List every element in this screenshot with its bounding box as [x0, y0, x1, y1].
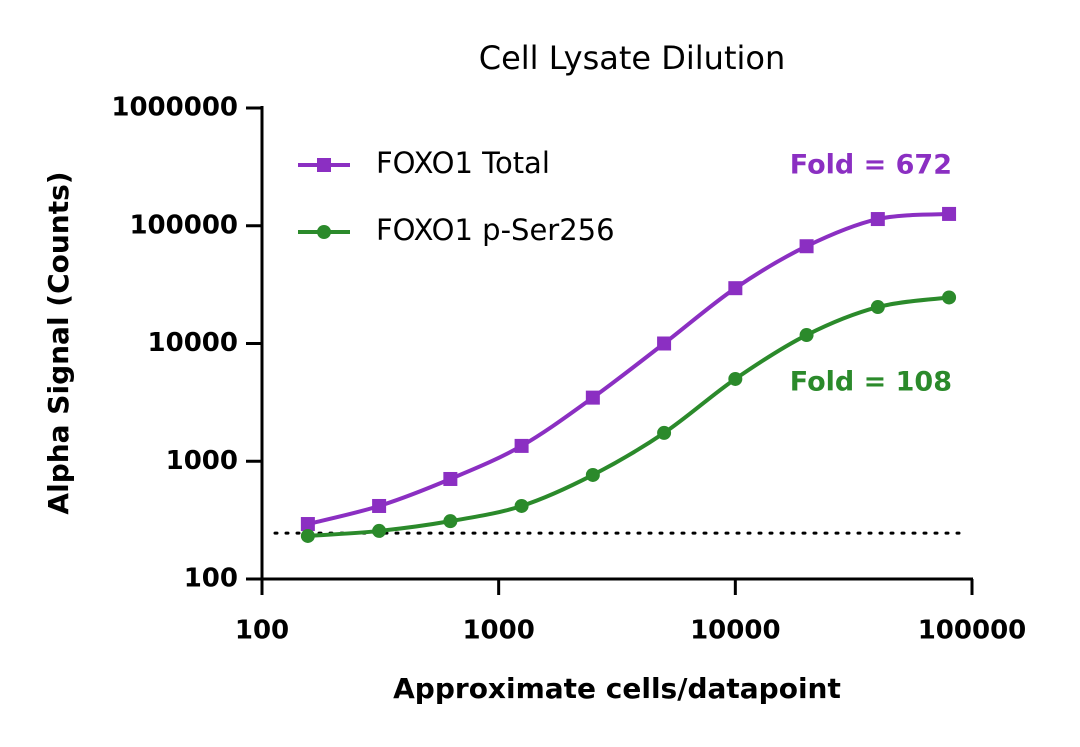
data-point — [728, 281, 743, 296]
data-point — [443, 471, 458, 486]
data-point — [585, 467, 600, 482]
x-axis-title: Approximate cells/datapoint — [393, 672, 841, 705]
legend-marker — [317, 225, 331, 239]
y-tick-label: 1000000 — [111, 93, 238, 123]
data-point — [300, 528, 315, 543]
x-tick-label: 100000 — [918, 616, 1027, 646]
data-point — [372, 523, 387, 538]
data-point — [799, 328, 814, 343]
annotation: Fold = 108 — [790, 367, 952, 398]
legend-label: FOXO1 Total — [376, 146, 550, 180]
y-axis-title: Alpha Signal (Counts) — [42, 171, 75, 514]
series-line — [307, 211, 950, 526]
series-line — [307, 295, 950, 538]
legend-marker — [317, 158, 331, 172]
data-point — [443, 514, 458, 529]
data-point — [657, 425, 672, 440]
data-point — [585, 390, 600, 405]
data-point — [799, 239, 814, 254]
data-point — [870, 212, 885, 227]
y-tick-label: 10000 — [148, 328, 238, 358]
chart-title: Cell Lysate Dilution — [479, 39, 786, 77]
data-point — [300, 517, 315, 532]
data-point — [514, 438, 529, 453]
annotation: Fold = 672 — [790, 150, 952, 181]
legend-label: FOXO1 p-Ser256 — [376, 213, 615, 247]
data-point — [942, 290, 957, 305]
data-point — [728, 371, 743, 386]
x-tick-label: 1000 — [462, 616, 534, 646]
x-tick-label: 10000 — [690, 616, 780, 646]
data-point — [657, 336, 672, 351]
data-point — [372, 498, 387, 513]
data-point — [514, 498, 529, 513]
y-tick-label: 100000 — [129, 210, 238, 240]
x-tick-label: 100 — [235, 616, 289, 646]
data-point — [870, 300, 885, 315]
data-point — [942, 206, 957, 221]
y-tick-label: 1000 — [166, 446, 238, 476]
y-tick-label: 100 — [184, 564, 238, 594]
